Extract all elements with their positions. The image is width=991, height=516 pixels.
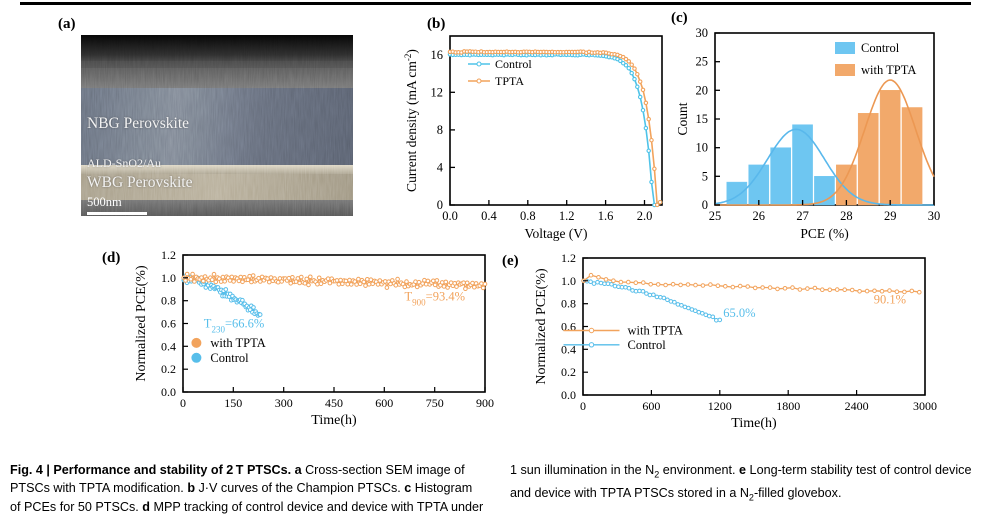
svg-text:600: 600 <box>642 399 660 413</box>
svg-text:0.0: 0.0 <box>561 388 576 402</box>
svg-text:Normalized PCE(%): Normalized PCE(%) <box>534 268 549 385</box>
svg-text:Time(h): Time(h) <box>731 416 777 431</box>
svg-text:0: 0 <box>580 399 586 413</box>
svg-text:1200: 1200 <box>708 399 732 413</box>
svg-text:2400: 2400 <box>845 399 869 413</box>
svg-text:with TPTA: with TPTA <box>628 324 683 338</box>
svg-text:0.2: 0.2 <box>561 365 576 379</box>
svg-text:Control: Control <box>628 338 667 352</box>
svg-text:1800: 1800 <box>776 399 800 413</box>
svg-text:3000: 3000 <box>913 399 937 413</box>
svg-text:0.8: 0.8 <box>561 297 576 311</box>
svg-text:65.0%: 65.0% <box>723 306 755 320</box>
svg-text:1.2: 1.2 <box>561 251 576 265</box>
svg-text:0.6: 0.6 <box>561 320 576 334</box>
svg-text:90.1%: 90.1% <box>874 293 906 307</box>
svg-text:1.0: 1.0 <box>561 274 576 288</box>
